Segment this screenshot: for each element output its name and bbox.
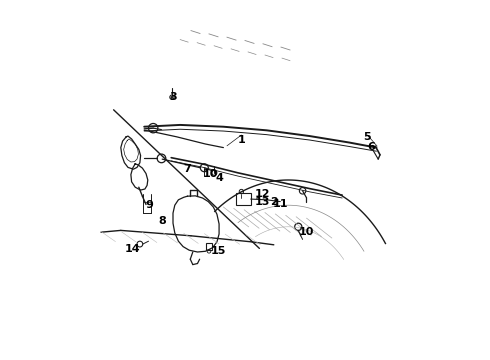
Text: 7: 7	[184, 164, 191, 174]
Text: 4: 4	[216, 173, 224, 183]
Text: 9: 9	[146, 200, 153, 210]
Text: 15: 15	[210, 246, 226, 256]
Text: 10: 10	[203, 168, 219, 179]
Text: 10: 10	[298, 227, 314, 237]
Text: 8: 8	[158, 216, 166, 226]
Circle shape	[171, 96, 173, 98]
Text: 14: 14	[125, 244, 141, 254]
Text: 1: 1	[238, 135, 245, 145]
Text: 11: 11	[272, 199, 288, 210]
Text: 2: 2	[270, 197, 278, 207]
Text: 12: 12	[254, 189, 270, 199]
Text: 3: 3	[169, 92, 177, 102]
Text: 13: 13	[255, 197, 270, 207]
Text: 6: 6	[367, 141, 375, 152]
Text: 5: 5	[364, 132, 371, 142]
